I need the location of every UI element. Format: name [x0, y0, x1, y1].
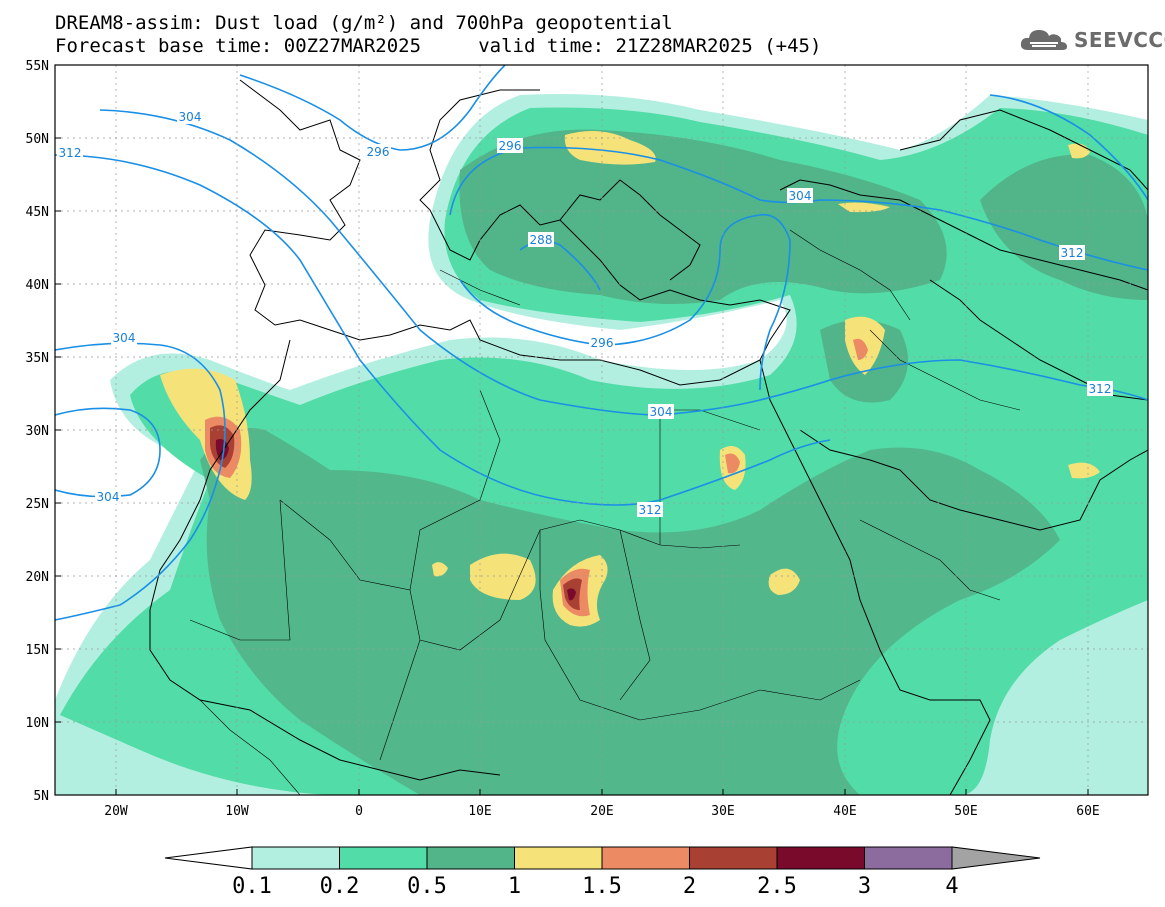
- contour-label-bg: [787, 188, 813, 203]
- colorbar: 0.1 0.2 0.5 1 1.5 2 2.5 3 4: [164, 846, 1041, 899]
- cloud-icon: [1020, 30, 1067, 50]
- colorbar-segment: [514, 846, 603, 870]
- contour-label: 304: [650, 405, 673, 419]
- latitude-labels: 55N 50N 45N 40N 35N 30N 25N 20N 15N 10N …: [26, 59, 49, 804]
- lon-label: 0: [355, 804, 363, 819]
- lon-label: 30E: [711, 804, 734, 819]
- contour-label-bg: [497, 138, 523, 153]
- contour-label: 296: [499, 139, 522, 153]
- contour-label: 312: [1089, 382, 1112, 396]
- contour-label-bg: [95, 489, 121, 504]
- colorbar-tick-label: 2.5: [757, 874, 797, 899]
- lon-label: 20W: [104, 804, 128, 819]
- colorbar-tick-label: 0.1: [232, 874, 272, 899]
- contour-label: 312: [1061, 246, 1084, 260]
- lon-label: 10E: [468, 804, 491, 819]
- colorbar-tick-label: 1: [508, 874, 521, 899]
- geopotential-contours: [55, 65, 1148, 621]
- contour-label-bg: [637, 502, 663, 517]
- lon-label: 50E: [954, 804, 977, 819]
- contour-label-bg: [528, 232, 554, 247]
- lon-label: 60E: [1076, 804, 1099, 819]
- contour-label-bg: [589, 335, 615, 350]
- colorbar-tick-label: 4: [945, 874, 958, 899]
- lat-label: 30N: [26, 424, 49, 439]
- tick-marks: [55, 64, 1089, 796]
- contour-label-bg: [57, 145, 83, 160]
- longitude-labels: 20W 10W 0 10E 20E 30E 40E 50E 60E: [104, 804, 1099, 819]
- lat-label: 20N: [26, 570, 49, 585]
- colorbar-segment: [601, 846, 690, 870]
- colorbar-segment: [776, 846, 865, 870]
- lat-label: 40N: [26, 278, 49, 293]
- colorbar-tick-label: 2: [683, 874, 696, 899]
- contour-label: 312: [59, 146, 82, 160]
- lat-label: 35N: [26, 351, 49, 366]
- lat-label: 5N: [33, 789, 49, 804]
- graticule: [55, 65, 1148, 795]
- contour-label-bg: [111, 330, 137, 345]
- map-subtitle: Forecast base time: 00Z27MAR2025 valid t…: [55, 35, 822, 57]
- colorbar-segment: [864, 846, 953, 870]
- contour-label-bg: [1059, 245, 1085, 260]
- lon-label: 10W: [225, 804, 249, 819]
- map-area: [55, 65, 1148, 795]
- contour-label: 304: [789, 189, 812, 203]
- colorbar-segment: [426, 846, 515, 870]
- colorbar-arrow-min: [164, 846, 253, 870]
- contour-label: 296: [591, 336, 614, 350]
- colorbar-arrow-max: [951, 846, 1041, 870]
- coastlines: [149, 79, 1148, 795]
- logo-text: SEEVCCC: [1074, 28, 1165, 52]
- contour-label-bg: [365, 144, 391, 159]
- colorbar-tick-label: 1.5: [582, 874, 622, 899]
- lat-label: 45N: [26, 205, 49, 220]
- dust-level-2-5: [215, 439, 576, 601]
- contour-label-bg: [648, 404, 674, 419]
- contour-label: 304: [179, 110, 202, 124]
- colorbar-segment: [689, 846, 778, 870]
- contour-label: 288: [530, 233, 553, 247]
- lat-label: 10N: [26, 716, 49, 731]
- map-title: DREAM8-assim: Dust load (g/m²) and 700hP…: [55, 12, 673, 34]
- lat-label: 15N: [26, 643, 49, 658]
- colorbar-segment: [339, 846, 428, 870]
- country-borders: [189, 229, 1021, 795]
- contour-labels: 304 312 296 296 288 296 304 304 312 304 312 304 312: [57, 109, 1113, 517]
- contour-label-bg: [1087, 381, 1113, 396]
- lon-label: 20E: [590, 804, 613, 819]
- colorbar-tick-label: 0.5: [407, 874, 447, 899]
- colorbar-tick-label: 0.2: [320, 874, 360, 899]
- contour-label: 296: [367, 145, 390, 159]
- lat-label: 50N: [26, 132, 49, 147]
- contour-label: 312: [639, 503, 662, 517]
- seevccc-logo: SEEVCCC: [1018, 26, 1165, 54]
- contour-label: 304: [113, 331, 136, 345]
- colorbar-segment: [251, 846, 340, 870]
- dust-level-0-5: [200, 129, 1148, 795]
- lon-label: 40E: [833, 804, 856, 819]
- lat-label: 55N: [26, 59, 49, 74]
- lat-label: 25N: [26, 497, 49, 512]
- colorbar-tick-label: 3: [858, 874, 871, 899]
- contour-label-bg: [177, 109, 203, 124]
- contour-label: 304: [97, 490, 120, 504]
